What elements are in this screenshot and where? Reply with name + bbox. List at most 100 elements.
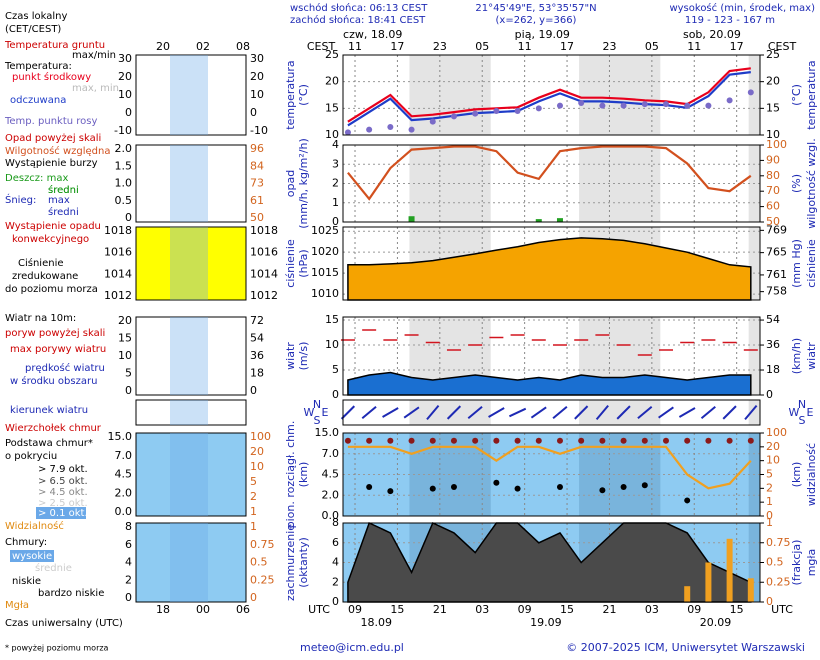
y-tick-label: 10 — [325, 128, 339, 141]
y-tick-label: 10 — [325, 338, 339, 351]
line — [347, 145, 752, 201]
mini-tick: 0.0 — [115, 505, 133, 518]
mini-tick: 54 — [250, 332, 264, 345]
cest-tick-label: 17 — [390, 40, 404, 53]
mini-tick: 2 — [125, 573, 132, 586]
y2-axis-label: (km/h) — [790, 338, 803, 374]
y-axis-label: zachmurzenie — [284, 524, 297, 601]
mini-panel — [135, 54, 247, 136]
legend-text: konwekcyjnego — [12, 234, 89, 245]
y2-tick-label: 10 — [766, 128, 780, 141]
mini-tick: 0.5 — [250, 556, 268, 569]
mini-night — [170, 55, 208, 135]
legend-text: Temperatura gruntu — [4, 40, 105, 51]
mini-time: 02 — [196, 40, 210, 53]
y-tick-label: 5 — [332, 363, 339, 376]
wind-arrow — [426, 404, 440, 421]
legend-text: (CET/CEST) — [5, 24, 61, 35]
panel-bg — [343, 55, 760, 135]
mini-tick: 8 — [125, 520, 132, 533]
footer-note: * powyżej poziomu morza — [5, 644, 109, 653]
dot — [747, 89, 754, 96]
utc-tick-label: 09 — [348, 603, 362, 616]
mini-tick: 0.5 — [115, 194, 133, 207]
dot — [747, 437, 754, 444]
mini-tick: 20 — [118, 70, 132, 83]
utc-tick-label: 15 — [730, 603, 744, 616]
mini-tick: 30 — [250, 52, 264, 65]
cest-tick-label: 11 — [348, 40, 362, 53]
mini-tick: 1012 — [104, 289, 132, 302]
mini-tick: 10 — [118, 349, 132, 362]
mini-tick: 1012 — [250, 289, 278, 302]
mini-tick: 36 — [250, 349, 264, 362]
line — [347, 67, 751, 123]
legend-entry: Wilgotność względna — [5, 145, 110, 157]
compass: W — [304, 406, 315, 419]
dot — [535, 105, 542, 112]
mini-tick: 18 — [250, 367, 264, 380]
bar — [408, 216, 415, 222]
y-tick-label: 2 — [332, 177, 339, 190]
mini-tick: 10 — [118, 88, 132, 101]
legend-text: Wystąpienie burzy — [5, 158, 98, 169]
y2-tick-label: 60 — [766, 200, 780, 213]
height: 119 - 123 - 167 m — [685, 15, 775, 26]
legend-text: średni — [48, 184, 79, 196]
y2-tick-label: 761 — [766, 268, 787, 281]
panel-frame — [342, 399, 761, 426]
y-axis-label: (km) — [297, 462, 310, 488]
mini-panel — [135, 432, 247, 517]
mini-tick: 73 — [250, 177, 264, 190]
dot — [726, 437, 733, 444]
panel-frame — [342, 432, 761, 517]
y2-tick-label: 0.25 — [766, 575, 791, 588]
mini-night — [170, 317, 208, 395]
mini-tick: 1.0 — [115, 177, 133, 190]
mini-time: 18 — [156, 603, 170, 616]
y2-tick-label: 50 — [766, 215, 780, 228]
legend-text: Ciśnienie — [18, 257, 64, 269]
cest-tick-label: 23 — [433, 40, 447, 53]
y2-tick-label: 36 — [766, 338, 780, 351]
area — [347, 521, 752, 603]
dot — [366, 483, 373, 490]
legend-text: max/min — [72, 50, 116, 61]
y2-tick-label: 0 — [766, 509, 773, 522]
legend-text: Opad powyżej skali — [5, 133, 101, 144]
mini-tick: 84 — [250, 159, 264, 172]
y2-tick-label: 25 — [766, 48, 780, 61]
dot — [641, 482, 648, 489]
y2-tick-label: 90 — [766, 153, 780, 166]
footer-email: meteo@icm.edu.pl — [300, 641, 404, 654]
y2-tick-label: 18 — [766, 363, 780, 376]
dot — [705, 102, 712, 109]
y-tick-label: 4 — [332, 556, 339, 569]
y-tick-label: 1010 — [311, 287, 339, 300]
y-tick-label: 6 — [332, 536, 339, 549]
panel-frame — [342, 316, 761, 396]
y2-tick-label: 15 — [766, 101, 780, 114]
day-label: czw, 18.09 — [343, 28, 402, 41]
mini-tick: 20 — [250, 445, 264, 458]
mini-time: 08 — [236, 40, 250, 53]
y2-tick-label: 10 — [766, 454, 780, 467]
mini-tick: 30 — [118, 52, 132, 65]
mini-tick: 20 — [118, 314, 132, 327]
day-label: pią, 19.09 — [515, 28, 570, 41]
y-axis-label: (mm/h, kg/m²/h) — [297, 138, 310, 229]
wind-arrow — [361, 405, 377, 420]
wind-arrow — [700, 405, 716, 420]
area — [347, 237, 752, 301]
legend-text: niskie — [12, 576, 41, 587]
mini-tick: 6 — [125, 538, 132, 551]
dot — [387, 124, 394, 130]
dot — [493, 437, 500, 444]
legend-box — [36, 507, 86, 519]
compass: N — [798, 398, 806, 411]
mini-tick: 1018 — [104, 224, 132, 237]
y2-axis-label: (frakcja) — [790, 540, 803, 586]
dot — [429, 437, 436, 444]
mini-tick: 2.0 — [115, 486, 133, 499]
mini-tick: 72 — [250, 314, 264, 327]
